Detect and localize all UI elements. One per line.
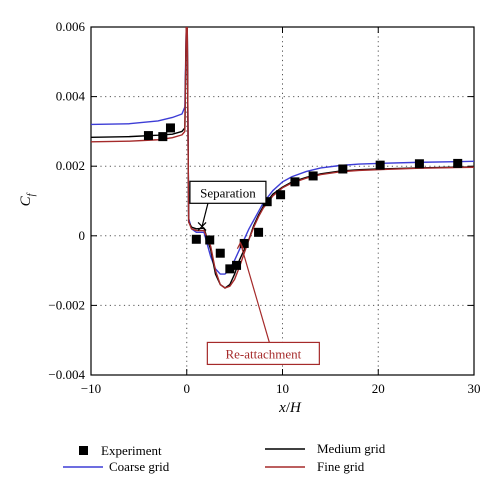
legend-fine-label: Fine grid <box>317 459 365 474</box>
experiment-point <box>262 197 272 207</box>
series-lines <box>91 27 474 289</box>
legend-medium-label: Medium grid <box>317 441 386 456</box>
fine-grid-line <box>91 27 474 289</box>
experiment-point <box>143 131 153 141</box>
experiment-point <box>215 248 225 258</box>
separation-leader <box>201 203 209 227</box>
experiment-point <box>254 227 264 237</box>
y-axis-label: Cf <box>18 192 37 206</box>
reattachment-arrowhead <box>236 241 244 250</box>
experiment-point <box>414 159 424 169</box>
separation-label: Separation <box>200 185 256 200</box>
experiment-point <box>205 235 215 245</box>
experiment-point <box>338 164 348 174</box>
y-tick-label: 0 <box>79 228 86 243</box>
separation-cross-marker <box>197 221 207 231</box>
y-tick-label: 0.002 <box>56 158 85 173</box>
experiment-point <box>165 123 175 133</box>
annotations: Separation Re-attachment <box>189 180 320 366</box>
experiment-point <box>158 132 168 142</box>
x-tick-label: −10 <box>81 381 101 396</box>
reattachment-leader <box>239 242 270 343</box>
reattachment-label: Re-attachment <box>225 346 301 361</box>
experiment-point <box>375 160 385 170</box>
experiment-markers <box>143 123 463 274</box>
axes: −10 0 10 20 30 −0.004 −0.002 0 0.002 0.004 0.006 <box>48 19 480 396</box>
experiment-point <box>225 264 235 274</box>
x-tick-label: 30 <box>468 381 481 396</box>
legend-experiment-swatch <box>79 446 88 455</box>
y-tick-label: 0.006 <box>56 19 86 34</box>
x-tick-label: 0 <box>184 381 191 396</box>
experiment-point <box>308 171 318 181</box>
y-tick-label: −0.002 <box>48 297 85 312</box>
legend: Experiment Coarse grid Medium grid Fine … <box>63 441 386 474</box>
y-tick-label: −0.004 <box>48 367 85 382</box>
grid <box>91 27 474 375</box>
reattachment-label-box <box>206 341 320 366</box>
x-tick-label: 20 <box>372 381 385 396</box>
experiment-point <box>239 238 249 248</box>
y-tick-label: 0.004 <box>56 89 86 104</box>
experiment-point <box>232 260 242 270</box>
x-axis-label: x/H <box>278 400 302 416</box>
legend-experiment-label: Experiment <box>101 443 162 458</box>
legend-coarse-label: Coarse grid <box>109 459 170 474</box>
experiment-point <box>191 234 201 244</box>
experiment-point <box>290 177 300 187</box>
coarse-grid-line <box>91 27 474 275</box>
x-tick-label: 10 <box>276 381 289 396</box>
experiment-point <box>276 190 286 200</box>
separation-label-box <box>189 180 267 204</box>
experiment-point <box>453 158 463 168</box>
